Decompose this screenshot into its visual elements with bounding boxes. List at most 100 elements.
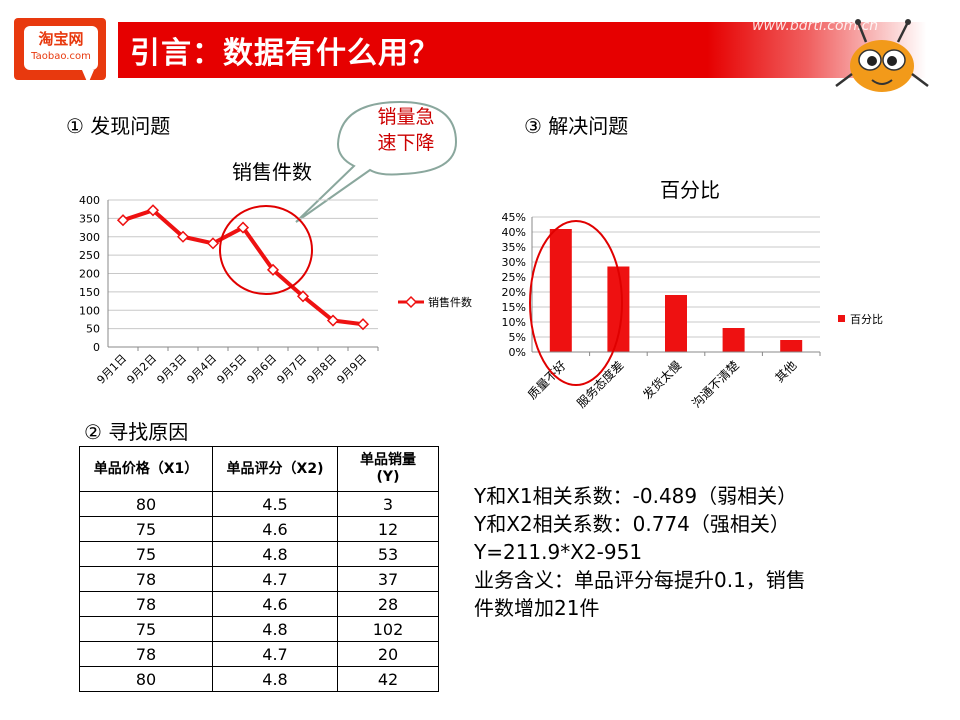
bar (780, 340, 803, 352)
table-cell: 4.8 (212, 616, 338, 642)
y-tick-label: 25% (502, 271, 526, 284)
table-cell: 42 (337, 666, 439, 692)
table-header-row: 单品价格（X1） 单品评分（X2) 单品销量 (Y) (79, 446, 439, 492)
highlight-ellipse (529, 220, 623, 386)
y-tick-label: 200 (79, 268, 100, 281)
bar-chart-title: 百分比 (660, 178, 720, 202)
table-row: 80 4.5 3 (79, 491, 439, 517)
table-cell: 102 (337, 616, 439, 642)
y-tick-label: 0 (93, 341, 100, 354)
y-tick-label: 150 (79, 286, 100, 299)
table-header-price: 单品价格（X1） (79, 446, 213, 492)
x-tick-label: 9月6日 (244, 352, 279, 387)
highlight-circle (219, 205, 313, 295)
y-tick-label: 350 (79, 212, 100, 225)
x-tick-label: 发货太慢 (640, 358, 685, 403)
legend-label: 百分比 (850, 313, 883, 326)
legend-marker (404, 295, 418, 309)
table-cell: 4.7 (212, 566, 338, 592)
table-cell: 4.5 (212, 491, 338, 517)
table-cell: 4.8 (212, 541, 338, 567)
bar-chart: 0%5%10%15%20%25%30%35%40%45%质量不好 服务态度差 发货太… (502, 211, 883, 411)
table-cell: 75 (79, 516, 213, 542)
x-tick-label: 9月4日 (184, 352, 219, 387)
bar (607, 266, 630, 352)
section-reason: ② 寻找原因 (84, 420, 189, 444)
bar (549, 229, 572, 352)
table-cell: 75 (79, 541, 213, 567)
table-cell: 78 (79, 591, 213, 617)
table-cell: 80 (79, 491, 213, 517)
analysis-corr-x2: Y和X2相关系数：0.774（强相关） (474, 512, 790, 536)
logo-en-text: Taobao.com (31, 51, 91, 62)
x-tick-label: 其他 (772, 358, 799, 385)
y-tick-label: 250 (79, 249, 100, 262)
analysis-regression: Y=211.9*X2-951 (474, 540, 643, 564)
y-tick-label: 20% (502, 286, 526, 299)
table-row: 75 4.8 102 (79, 616, 439, 642)
callout-line-1: 销量急 (377, 106, 435, 128)
data-point (296, 290, 310, 303)
x-tick-label: 9月1日 (94, 352, 129, 387)
y-tick-label: 40% (502, 226, 526, 239)
analysis-corr-x1: Y和X1相关系数：-0.489（弱相关） (474, 484, 798, 508)
bar (722, 328, 745, 352)
line-chart-title: 销售件数 (232, 160, 312, 184)
table-cell: 53 (337, 541, 439, 567)
line-chart: 0 50 100 150 200 250 300 350 400 9月1日9月2日9月3日9月4日… (79, 194, 472, 387)
y-tick-label: 0% (509, 346, 526, 359)
y-tick-label: 30% (502, 256, 526, 269)
table-header-rating: 单品评分（X2) (212, 446, 338, 492)
y-tick-label: 10% (502, 316, 526, 329)
x-tick-label: 9月2日 (124, 352, 159, 387)
section-discover: ① 发现问题 (66, 114, 171, 138)
x-tick-label: 质量不好 (525, 358, 569, 402)
table-cell: 75 (79, 616, 213, 642)
data-point (266, 263, 280, 276)
data-point (236, 221, 250, 234)
legend-label: 销售件数 (428, 295, 472, 309)
y-tick-label: 50 (86, 323, 100, 336)
callout-text: 销量急 速下降 (370, 104, 442, 156)
table-cell: 4.6 (212, 591, 338, 617)
logo-bubble: 淘宝网 Taobao.com (24, 26, 98, 84)
mascot-icon (835, 19, 929, 92)
data-point (146, 204, 160, 217)
x-tick-label: 9月5日 (214, 352, 249, 387)
analysis-block: Y和X1相关系数：-0.489（弱相关） Y和X2相关系数：0.774（强相关）… (474, 482, 894, 622)
logo-cn-text: 淘宝网 (38, 30, 84, 48)
y-tick-label: 5% (509, 331, 526, 344)
table-cell: 4.7 (212, 641, 338, 667)
data-point (176, 230, 190, 243)
table-cell: 4.6 (212, 516, 338, 542)
y-tick-label: 15% (502, 301, 526, 314)
section-solve: ③ 解决问题 (524, 114, 629, 138)
y-tick-label: 300 (79, 231, 100, 244)
y-tick-label: 45% (502, 211, 526, 224)
table-cell: 4.8 (212, 666, 338, 692)
y-tick-label: 100 (79, 304, 100, 317)
table-cell: 37 (337, 566, 439, 592)
title-bar (118, 22, 960, 78)
analysis-meaning-2: 件数增加21件 (474, 596, 600, 620)
x-tick-label: 9月9日 (334, 352, 369, 387)
table-cell: 28 (337, 591, 439, 617)
table-row: 78 4.6 28 (79, 591, 439, 617)
x-tick-label: 9月8日 (304, 352, 339, 387)
taobao-logo: 淘宝网 Taobao.com (14, 18, 106, 84)
table-cell: 78 (79, 566, 213, 592)
data-table: 单品价格（X1） 单品评分（X2) 单品销量 (Y) 80 4.5 3 75 4.6 12 7… (79, 446, 439, 692)
table-row: 80 4.8 42 (79, 666, 439, 692)
table-row: 75 4.6 12 (79, 516, 439, 542)
table-body: 80 4.5 3 75 4.6 12 75 4.8 53 78 4.7 37 78 4.6 28 75 4.8 1… (79, 491, 439, 692)
site-watermark: www.bdrtl.com.cn (752, 18, 879, 34)
page-title: 引言：数据有什么用？ (130, 36, 440, 71)
table-cell: 20 (337, 641, 439, 667)
y-tick-label: 35% (502, 241, 526, 254)
data-point (116, 214, 130, 227)
table-cell: 12 (337, 516, 439, 542)
analysis-meaning-1: 业务含义：单品评分每提升0.1，销售 (474, 568, 806, 592)
table-cell: 80 (79, 666, 213, 692)
legend-swatch (838, 315, 845, 322)
callout-bubble (295, 100, 458, 223)
